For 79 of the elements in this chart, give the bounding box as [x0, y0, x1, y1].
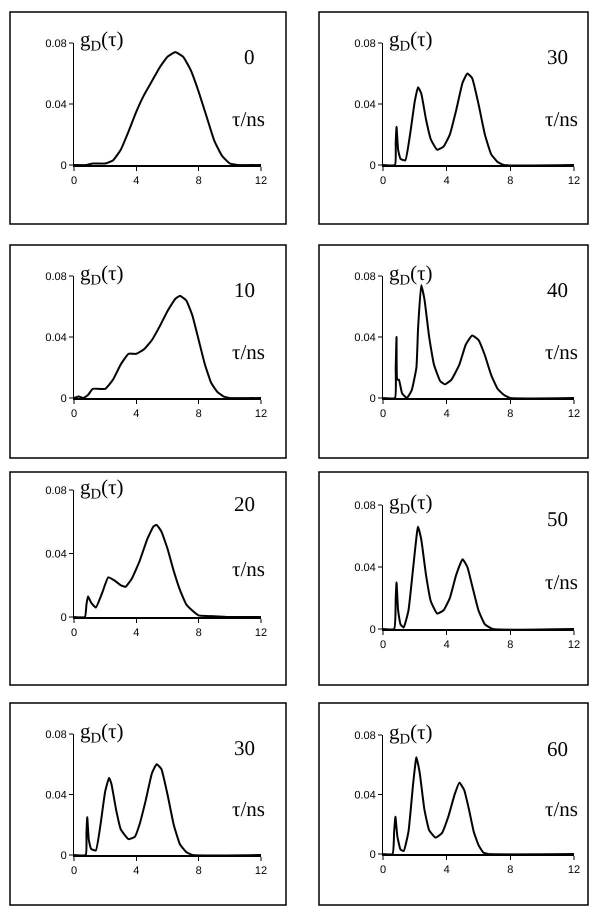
y-tick-label: 0: [370, 848, 376, 861]
x-tick-label: 4: [133, 408, 140, 420]
x-tick-label: 8: [507, 639, 514, 652]
x-tick-label: 12: [568, 408, 580, 420]
y-tick-label: 0: [60, 612, 67, 624]
y-axis-title: g$_{D}$(τ): [389, 27, 433, 54]
y-tick-label: 0: [60, 850, 67, 862]
x-tick-label: 8: [196, 865, 202, 878]
y-tick-label: 0: [370, 160, 376, 172]
x-axis-title: τ/ns: [545, 107, 578, 131]
x-tick-label: 4: [133, 865, 140, 878]
y-tick-label: 0.04: [354, 98, 376, 111]
annotation: 30: [234, 736, 255, 760]
x-tick-label: 12: [568, 639, 580, 652]
y-tick-label: 0.04: [45, 548, 67, 560]
x-tick-label: 8: [507, 408, 514, 420]
y-tick-label: 0.04: [354, 562, 376, 574]
y-tick-label: 0.08: [45, 270, 67, 283]
x-axis-title: τ/ns: [545, 797, 578, 821]
y-tick-label: 0.08: [45, 38, 67, 50]
y-axis-title: g$_{D}$(τ): [80, 719, 124, 746]
x-tick-label: 8: [196, 408, 202, 420]
x-tick-label: 0: [70, 408, 78, 420]
x-tick-label: 0: [70, 627, 78, 640]
y-tick-label: 0: [60, 392, 67, 405]
x-axis-title: τ/ns: [232, 557, 265, 581]
y-tick-label: 0.04: [45, 332, 67, 344]
annotation: 60: [547, 737, 568, 761]
y-tick-label: 0.04: [354, 332, 376, 344]
x-tick-label: 4: [444, 639, 450, 652]
x-tick-label: 12: [254, 408, 268, 420]
x-tick-label: 0: [380, 639, 386, 652]
x-axis-title: τ/ns: [232, 107, 265, 131]
x-axis-title: τ/ns: [545, 340, 578, 364]
y-tick-label: 0.04: [45, 789, 67, 802]
y-tick-label: 0: [370, 392, 376, 405]
y-tick-label: 0.08: [354, 500, 376, 512]
y-tick-label: 0: [60, 160, 67, 172]
x-tick-label: 4: [444, 175, 450, 188]
annotation: 20: [234, 492, 255, 516]
x-tick-label: 12: [254, 175, 268, 188]
y-axis-title: g$_{D}$(τ): [80, 475, 124, 502]
y-axis-title: g$_{D}$(τ): [80, 27, 124, 54]
y-axis-title: g$_{D}$(τ): [389, 720, 433, 748]
x-tick-label: 8: [507, 864, 514, 876]
x-tick-label: 12: [254, 865, 268, 878]
x-axis-title: τ/ns: [232, 797, 265, 821]
y-axis-title: g$_{D}$(τ): [389, 490, 433, 518]
y-tick-label: 0.08: [45, 484, 67, 497]
x-tick-label: 8: [196, 627, 202, 640]
x-tick-label: 4: [444, 864, 450, 876]
x-tick-label: 4: [133, 175, 140, 188]
x-tick-label: 4: [133, 627, 140, 640]
x-tick-label: 0: [70, 175, 78, 188]
y-tick-label: 0.08: [354, 270, 376, 283]
x-tick-label: 4: [444, 408, 450, 420]
x-tick-label: 12: [568, 864, 580, 876]
x-axis-title: τ/ns: [545, 570, 578, 594]
y-tick-label: 0.04: [354, 789, 376, 802]
annotation: 0: [244, 45, 254, 69]
x-tick-label: 0: [380, 864, 386, 876]
x-tick-label: 0: [380, 175, 386, 188]
y-tick-label: 0.08: [354, 730, 376, 742]
x-axis-title: τ/ns: [232, 340, 265, 364]
x-tick-label: 12: [568, 175, 580, 188]
x-tick-label: 12: [254, 627, 268, 640]
annotation: 50: [547, 507, 568, 531]
annotation: 40: [547, 278, 568, 302]
y-tick-label: 0.08: [354, 38, 376, 50]
annotation: 30: [547, 45, 568, 69]
y-tick-label: 0.04: [45, 98, 67, 111]
y-tick-label: 0.08: [45, 728, 67, 741]
x-tick-label: 8: [196, 175, 202, 188]
annotation: 10: [234, 278, 255, 302]
x-tick-label: 0: [380, 408, 386, 420]
x-tick-label: 8: [507, 175, 514, 188]
y-axis-title: g$_{D}$(τ): [389, 261, 433, 288]
y-axis-title: g$_{D}$(τ): [80, 261, 124, 288]
x-tick-label: 0: [70, 865, 78, 878]
